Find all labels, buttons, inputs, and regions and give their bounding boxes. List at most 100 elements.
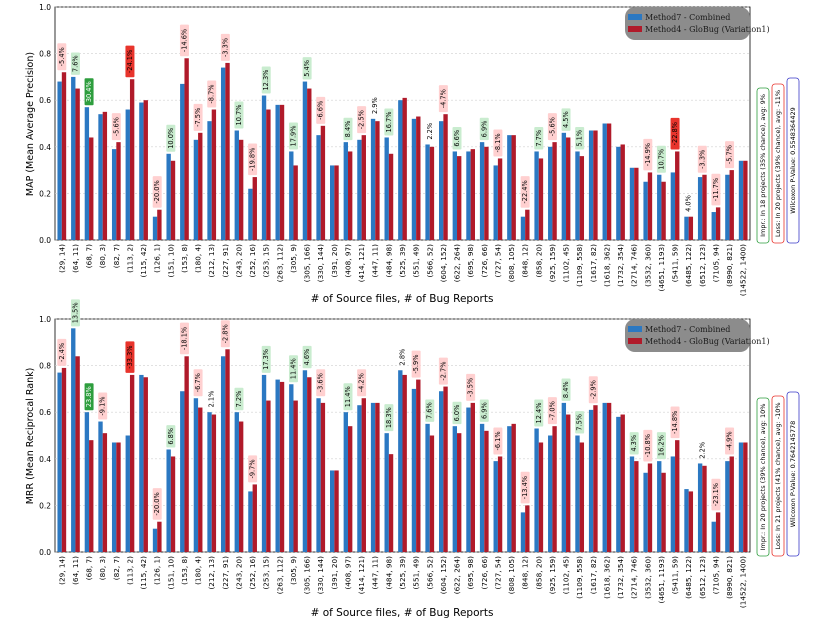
map-bar-method4 <box>688 216 694 240</box>
map-change-badge <box>534 127 544 150</box>
map-bar-method4 <box>416 116 421 240</box>
map-change-label: 5.1% <box>576 130 584 147</box>
mrr-bar-method7 <box>411 388 417 552</box>
map-bar-method7 <box>697 177 703 240</box>
map-bar-method4 <box>702 174 707 240</box>
mrr-bar-method4 <box>89 440 94 552</box>
map-bar-method7 <box>357 139 362 240</box>
map-bar-method7 <box>629 167 635 240</box>
map-change-badge <box>220 33 230 61</box>
map-bar-method4 <box>279 104 285 240</box>
map-bar-method4 <box>293 165 298 240</box>
map-change-label: 10.0% <box>167 128 175 149</box>
map-impr-text: Impr.: In 18 projects (35% chance), avg:… <box>759 94 767 237</box>
map-bar-method7 <box>411 118 417 240</box>
map-x-tick-label: (808, 105) <box>507 244 516 282</box>
map-bar-method4 <box>388 153 394 240</box>
mrr-change-label: 13.5% <box>71 302 79 323</box>
map-change-label: 6.6% <box>453 130 461 147</box>
map-change-badge <box>152 176 162 208</box>
mrr-y-axis-label: MRR (Mean Reciprocal Rank) <box>25 368 36 505</box>
mrr-change-badge <box>520 471 530 504</box>
mrr-x-tick-label: (2714, 746) <box>630 556 639 599</box>
map-bar-method7 <box>452 151 458 240</box>
map-legend-swatch-method4 <box>628 26 642 32</box>
mrr-x-tick-label: (263, 112) <box>275 556 284 594</box>
mrr-x-tick-label: (7105, 94) <box>711 556 720 594</box>
mrr-change-badge <box>452 401 462 425</box>
mrr-bar-method4 <box>661 472 666 552</box>
mrr-bar-method7 <box>71 328 76 552</box>
mrr-y-tick-label: 0.2 <box>39 501 51 510</box>
mrr-bar-method7 <box>479 423 485 552</box>
mrr-bar-method4 <box>579 442 585 552</box>
map-bar-method7 <box>207 121 212 240</box>
mrr-x-tick-label: (622, 264) <box>453 556 462 594</box>
map-change-badge <box>125 45 135 78</box>
mrr-bar-method4 <box>293 400 298 552</box>
map-bar-method7 <box>139 102 144 240</box>
map-y-tick-label: 1.0 <box>39 3 51 12</box>
mrr-bar-method4 <box>266 400 271 552</box>
mrr-bar-method4 <box>211 414 217 552</box>
mrr-x-tick-label: (153, 8) <box>180 556 189 585</box>
map-bar-method4 <box>307 88 312 240</box>
mrr-bar-method4 <box>143 377 148 552</box>
map-change-label: 16.7% <box>385 112 393 133</box>
map-change-label: -22.4% <box>521 180 529 203</box>
mrr-change-badge <box>125 341 135 373</box>
map-change-badge <box>288 122 298 150</box>
mrr-bar-method7 <box>302 370 308 552</box>
map-bar-method7 <box>193 139 199 240</box>
map-change-label: -11.7% <box>712 178 720 201</box>
mrr-change-badge <box>220 320 230 348</box>
mrr-bar-method4 <box>388 454 394 552</box>
map-bar-method4 <box>320 125 326 240</box>
map-bar-method7 <box>343 142 348 240</box>
mrr-x-tick-label: (3532, 360) <box>643 556 652 599</box>
map-bar-method7 <box>684 216 689 240</box>
map-x-tick-label: (330, 144) <box>316 244 325 282</box>
map-change-badge <box>711 173 721 206</box>
mrr-x-tick-label: (6512, 123) <box>698 556 707 599</box>
mrr-loss-box <box>771 395 785 557</box>
mrr-bar-method7 <box>493 461 498 552</box>
mrr-legend-label-method4: Method4 - GloBug (Variation1) <box>645 337 770 346</box>
map-bar-method4 <box>484 146 489 240</box>
map-bar-method7 <box>166 153 171 240</box>
mrr-bar-method7 <box>180 391 185 552</box>
map-bar-method4 <box>743 160 748 240</box>
map-change-label: 10.7% <box>235 105 243 126</box>
map-change-label: -5.6% <box>548 117 556 136</box>
mrr-x-tick-label: (925, 159) <box>548 556 557 594</box>
mrr-change-badge <box>84 383 94 411</box>
mrr-legend-box <box>625 319 750 352</box>
map-x-tick-label: (525, 39) <box>398 244 407 278</box>
mrr-bar-method7 <box>370 402 376 552</box>
mrr-bar-method7 <box>684 489 689 552</box>
map-x-tick-label: (180, 4) <box>194 244 203 273</box>
mrr-x-tick-label: (227, 91) <box>221 556 230 590</box>
map-bar-method7 <box>738 160 744 240</box>
mrr-bar-method4 <box>511 423 516 552</box>
map-x-tick-label: (2714, 746) <box>630 244 639 287</box>
mrr-bar-method7 <box>697 463 703 552</box>
mrr-bar-method4 <box>170 456 176 552</box>
map-bar-method7 <box>330 165 335 240</box>
map-bar-method7 <box>616 146 621 240</box>
mrr-change-label: 6.9% <box>480 402 488 419</box>
mrr-stats: Impr.: In 20 projects (39% chance), avg:… <box>756 391 800 557</box>
map-loss-box <box>771 83 785 244</box>
map-x-tick-label: (727, 54) <box>493 244 502 278</box>
map-change-label: -20.0% <box>153 180 161 203</box>
mrr-bar-method4 <box>525 505 530 552</box>
map-bar-method4 <box>252 177 257 240</box>
map-bar-method7 <box>670 172 676 240</box>
mrr-x-tick-label: (1109, 558) <box>575 556 584 599</box>
map-x-tick-label: (115, 42) <box>139 244 148 278</box>
mrr-change-label: 18.3% <box>385 407 393 428</box>
mrr-x-tick-label: (408, 97) <box>343 556 352 590</box>
map-change-label: -3.3% <box>221 38 229 57</box>
mrr-x-tick-label: (484, 98) <box>384 556 393 590</box>
mrr-change-label: 12.4% <box>535 403 543 424</box>
